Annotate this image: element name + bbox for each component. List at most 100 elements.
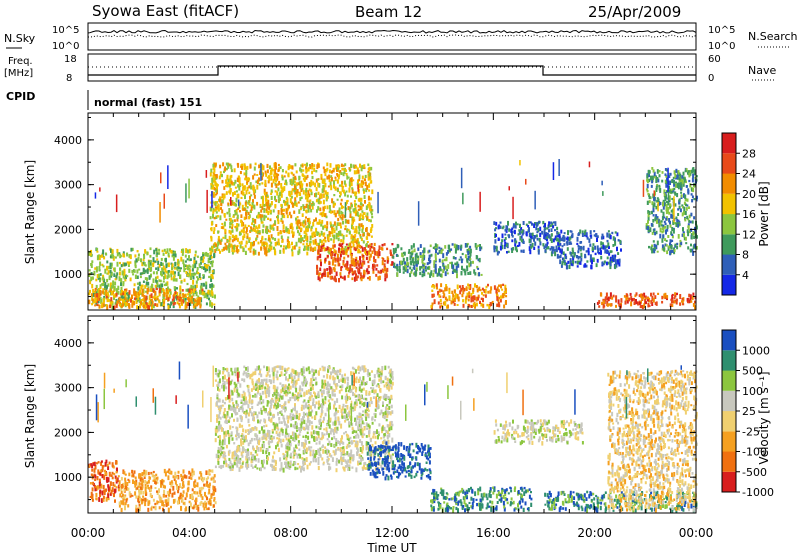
- heatmap-cell: [343, 256, 346, 260]
- heatmap-cell: [99, 296, 102, 300]
- heatmap-cell: [654, 295, 657, 299]
- heatmap-cell: [172, 485, 175, 491]
- heatmap-cell: [291, 246, 294, 250]
- heatmap-cell: [688, 206, 690, 209]
- heatmap-cell: [571, 252, 574, 255]
- heatmap-cell: [200, 500, 203, 504]
- heatmap-cell: [669, 242, 671, 247]
- heatmap-cell: [368, 189, 371, 192]
- heatmap-cell: [309, 164, 311, 167]
- heatmap-cell: [206, 253, 209, 257]
- heatmap-cell: [259, 368, 261, 374]
- heatmap-cell: [327, 185, 330, 188]
- heatmap-cell: [253, 204, 256, 210]
- heatmap-cell: [340, 226, 342, 229]
- heatmap-cell: [162, 265, 165, 271]
- heatmap-cell: [120, 500, 123, 504]
- heatmap-cell: [409, 260, 412, 264]
- heatmap-cell: [579, 229, 582, 234]
- y-tick-label: 4000: [54, 134, 82, 147]
- heatmap-cell: [95, 291, 98, 294]
- heatmap-cell: [364, 250, 367, 254]
- heatmap-cell: [199, 266, 202, 269]
- heatmap-cell: [128, 290, 131, 295]
- heatmap-cell: [344, 183, 347, 187]
- heatmap-cell: [200, 486, 203, 491]
- heatmap-cell: [354, 417, 357, 422]
- heatmap-cell: [446, 269, 449, 272]
- heatmap-cell: [208, 485, 211, 489]
- heatmap-cell: [170, 505, 172, 509]
- heatmap-cell: [692, 231, 695, 236]
- heatmap-cell: [160, 302, 163, 307]
- heatmap-cell: [154, 502, 157, 506]
- nave-tick-bottom: 0: [708, 73, 714, 84]
- heatmap-cell: [267, 180, 270, 184]
- heatmap-cell: [261, 463, 264, 468]
- heatmap-cell: [300, 227, 303, 231]
- heatmap-cell: [128, 297, 131, 302]
- heatmap-cell: [322, 199, 325, 205]
- heatmap-cell: [200, 476, 203, 480]
- heatmap-cell: [316, 270, 319, 275]
- heatmap-cell: [544, 236, 547, 240]
- heatmap-cell: [490, 286, 493, 291]
- heatmap-cell: [278, 242, 280, 246]
- heatmap-cell: [417, 258, 420, 261]
- heatmap-cell: [202, 274, 205, 277]
- heatmap-cell: [232, 192, 234, 197]
- heatmap-cell: [96, 303, 99, 307]
- heatmap-cell: [277, 198, 280, 204]
- heatmap-cell: [348, 181, 351, 187]
- heatmap-cell: [150, 285, 153, 291]
- heatmap-cell: [129, 255, 132, 260]
- heatmap-cell: [95, 492, 98, 498]
- heatmap-cell: [294, 175, 297, 180]
- heatmap-cell: [227, 202, 230, 206]
- heatmap-cell: [229, 221, 232, 225]
- heatmap-cell: [285, 226, 288, 231]
- heatmap-cell: [214, 208, 217, 212]
- heatmap-cell: [318, 242, 320, 248]
- heatmap-cell: [444, 271, 447, 277]
- heatmap-cell: [242, 235, 245, 241]
- heatmap-cell: [226, 174, 229, 180]
- heatmap-cell: [673, 170, 676, 175]
- heatmap-cell: [306, 235, 309, 241]
- heatmap-cell: [192, 292, 195, 297]
- heatmap-cell: [406, 261, 409, 266]
- heatmap-cell: [89, 289, 91, 293]
- heatmap-cell: [212, 485, 215, 490]
- heatmap-cell: [668, 211, 671, 215]
- heatmap-cell: [167, 507, 170, 513]
- heatmap-cell: [488, 305, 491, 310]
- heatmap-cell: [292, 234, 295, 238]
- heatmap-cell: [457, 245, 460, 250]
- heatmap-cell: [350, 163, 352, 169]
- heatmap-cell: [106, 285, 108, 289]
- heatmap-cell: [199, 289, 201, 295]
- heatmap-cell: [421, 255, 424, 260]
- heatmap-cell: [600, 292, 603, 297]
- heatmap-cell: [284, 182, 286, 185]
- heatmap-cell: [364, 200, 366, 204]
- heatmap-cell: [332, 244, 335, 250]
- heatmap-cell: [391, 261, 394, 266]
- heatmap-cell: [687, 172, 689, 175]
- heatmap-cell: [340, 217, 343, 220]
- heatmap-cell: [655, 187, 658, 192]
- heatmap-cell: [565, 255, 568, 260]
- heatmap-cell: [335, 225, 338, 231]
- heatmap-cell: [456, 273, 458, 279]
- heatmap-cell: [673, 249, 676, 252]
- heatmap-cell: [212, 490, 215, 495]
- heatmap-cell: [105, 294, 108, 299]
- heatmap-cell: [295, 202, 298, 207]
- heatmap-cell: [101, 474, 104, 479]
- y-tick-label: 3000: [54, 179, 82, 192]
- heatmap-cell: [611, 231, 614, 235]
- heatmap-cell: [214, 206, 217, 209]
- heatmap-cell: [406, 257, 409, 262]
- heatmap-cell: [655, 230, 658, 235]
- heatmap-cell: [433, 260, 436, 266]
